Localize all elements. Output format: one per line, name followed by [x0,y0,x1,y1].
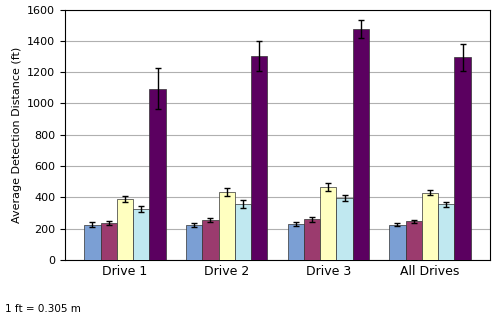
Bar [422,193,438,260]
Bar [406,221,422,260]
Bar [454,57,470,260]
Bar [202,220,218,260]
Bar [352,29,369,260]
Y-axis label: Average Detection Distance (ft): Average Detection Distance (ft) [12,47,22,223]
Bar [320,187,336,260]
Bar [186,225,202,260]
Bar [288,224,304,260]
Bar [133,209,150,260]
Text: 1 ft = 0.305 m: 1 ft = 0.305 m [5,304,81,314]
Bar [150,88,166,260]
Bar [251,56,268,260]
Bar [438,204,454,260]
Bar [218,192,235,260]
Bar [336,198,352,260]
Bar [390,225,406,260]
Bar [117,199,133,260]
Bar [235,204,251,260]
Bar [84,225,100,260]
Bar [100,223,117,260]
Bar [304,219,320,260]
